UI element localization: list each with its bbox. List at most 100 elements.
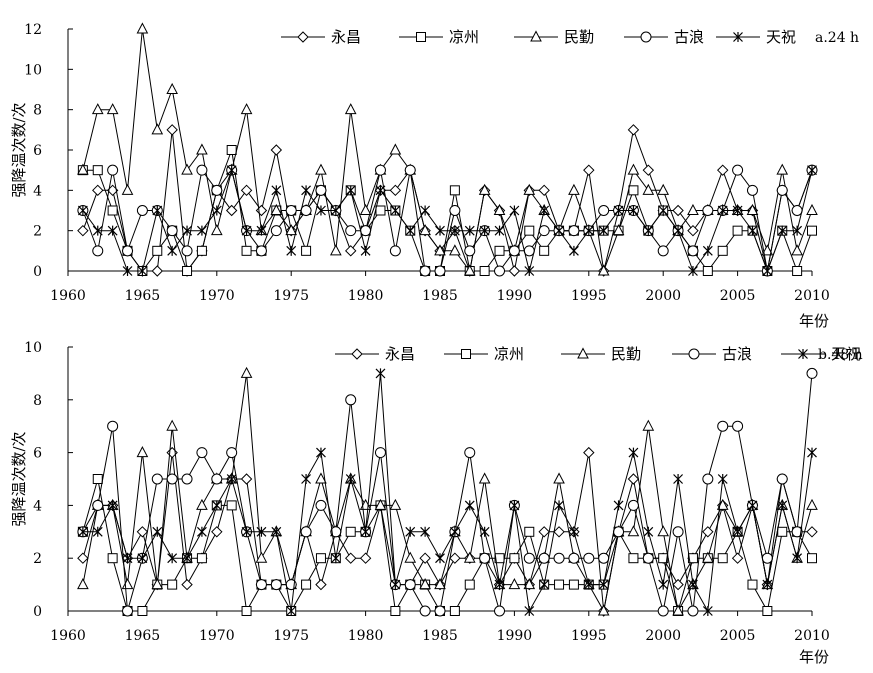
data-point xyxy=(374,164,386,176)
data-point xyxy=(791,526,803,538)
x-tick-label: 1980 xyxy=(348,288,384,304)
data-point xyxy=(434,244,446,256)
data-point xyxy=(792,266,803,276)
data-point xyxy=(345,245,357,257)
series-line xyxy=(82,373,813,613)
x-tick-label: 1990 xyxy=(497,628,533,644)
data-point xyxy=(657,183,670,195)
data-point xyxy=(612,224,625,236)
data-point xyxy=(658,205,669,216)
x-tick-label: 1985 xyxy=(422,628,458,644)
data-point xyxy=(196,498,208,510)
data-point xyxy=(791,205,803,216)
legend-marker-diamond xyxy=(297,31,309,43)
data-point xyxy=(420,526,431,537)
x-tick-label: 1995 xyxy=(571,628,607,644)
data-point xyxy=(315,578,327,591)
data-point xyxy=(270,203,283,215)
data-point xyxy=(196,225,207,236)
data-point xyxy=(226,474,237,484)
data-point xyxy=(345,526,356,537)
x-tick-label: 1970 xyxy=(199,628,235,644)
data-point xyxy=(241,526,252,537)
data-point xyxy=(196,526,207,537)
data-point xyxy=(196,553,207,564)
data-point xyxy=(583,552,595,564)
data-point xyxy=(628,185,639,196)
y-axis-label: 强降温次数/次 xyxy=(10,102,28,197)
data-point xyxy=(687,203,699,215)
data-point xyxy=(524,526,535,537)
data-point xyxy=(285,205,297,216)
data-point xyxy=(568,552,580,564)
series-star xyxy=(77,165,817,276)
data-point xyxy=(538,184,550,197)
data-point xyxy=(746,184,758,196)
data-point xyxy=(137,266,148,276)
data-point xyxy=(122,553,133,564)
series-star xyxy=(77,368,817,616)
data-point xyxy=(568,579,579,590)
data-point xyxy=(315,184,327,196)
y-tick-label: 10 xyxy=(24,340,42,356)
data-point xyxy=(166,82,178,94)
data-point xyxy=(762,266,773,276)
data-point xyxy=(92,245,104,257)
data-point xyxy=(627,473,640,485)
data-point xyxy=(300,526,312,538)
data-point xyxy=(597,264,610,276)
data-point xyxy=(211,205,222,216)
data-point xyxy=(77,526,88,537)
data-point xyxy=(241,225,252,236)
data-point xyxy=(494,605,506,617)
data-point xyxy=(152,205,163,216)
legend-marker-circle xyxy=(688,348,700,360)
data-point xyxy=(702,551,714,563)
data-point xyxy=(568,183,580,195)
y-tick-label: 2 xyxy=(33,224,42,240)
data-point xyxy=(389,143,402,155)
data-point xyxy=(315,163,327,175)
data-point xyxy=(136,22,149,34)
series-line xyxy=(82,168,813,273)
series-circle xyxy=(77,367,818,617)
data-point xyxy=(807,447,817,458)
data-point xyxy=(554,500,564,511)
data-point xyxy=(553,526,565,538)
y-tick-label: 12 xyxy=(24,22,42,38)
legend-label: 民勤 xyxy=(564,28,594,46)
data-point xyxy=(405,526,416,537)
data-point xyxy=(375,185,386,196)
data-point xyxy=(717,553,728,564)
x-tick-label: 1965 xyxy=(125,628,161,644)
data-point xyxy=(330,553,341,564)
x-tick-label: 1990 xyxy=(497,288,533,304)
data-point xyxy=(315,499,327,511)
data-point xyxy=(196,245,207,256)
panel-label: b.48 h xyxy=(818,347,863,363)
data-point xyxy=(345,225,357,237)
data-point xyxy=(137,606,148,616)
data-point xyxy=(241,245,252,256)
data-point xyxy=(509,205,520,216)
data-point xyxy=(673,474,684,484)
data-point xyxy=(271,185,282,196)
legend-marker-square xyxy=(416,32,426,42)
data-point xyxy=(449,552,461,564)
x-tick-label: 1975 xyxy=(273,288,309,304)
y-tick-label: 4 xyxy=(33,498,42,514)
data-point xyxy=(687,224,699,237)
data-point xyxy=(717,474,728,484)
x-tick-label: 1965 xyxy=(125,288,161,304)
data-point xyxy=(806,526,818,538)
data-point xyxy=(792,225,803,236)
data-point xyxy=(240,103,253,115)
data-point xyxy=(806,203,818,215)
data-point xyxy=(568,245,579,256)
data-point xyxy=(389,245,401,257)
data-point xyxy=(777,500,788,511)
data-point xyxy=(167,579,178,590)
data-point xyxy=(627,499,639,511)
legend-marker-star xyxy=(798,349,808,359)
data-point xyxy=(182,225,192,236)
